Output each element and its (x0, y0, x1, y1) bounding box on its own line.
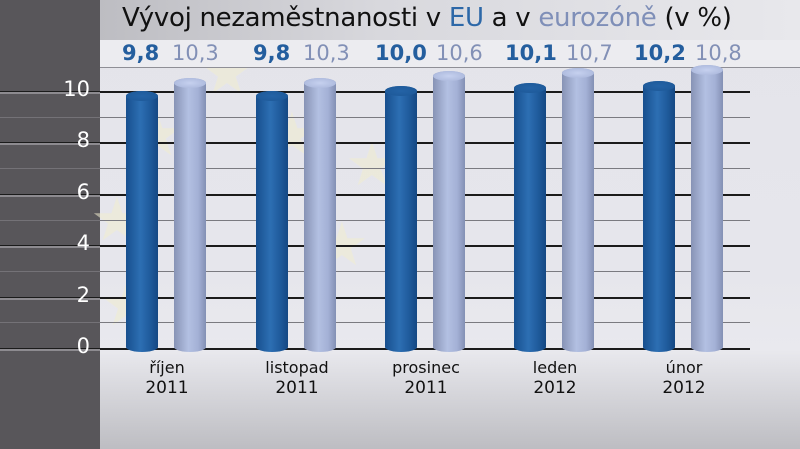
gridline-left (0, 297, 100, 300)
title-text: (v %) (656, 3, 732, 33)
x-category-label: říjen 2011 (117, 358, 217, 398)
gridline-left (0, 168, 100, 170)
y-tick-label: 4 (76, 231, 90, 256)
bar-eu (385, 86, 417, 352)
y-tick-label: 8 (76, 128, 90, 153)
category-month: listopad (265, 358, 329, 377)
value-label-eurozone: 10,7 (566, 41, 613, 65)
bar-cap (304, 78, 336, 89)
title-eurozone-legend: eurozóně (538, 3, 657, 33)
gridline-left (0, 116, 100, 118)
gridline (0, 91, 750, 94)
bar-eu (514, 83, 546, 352)
gridline-left (0, 194, 100, 197)
value-label-eu: 9,8 (122, 41, 160, 65)
bar-cap (174, 78, 206, 89)
y-tick-label: 0 (76, 334, 90, 358)
title-text: a v (483, 3, 539, 33)
bar-eurozone (691, 65, 723, 352)
gridline-left (0, 270, 100, 272)
category-year: 2012 (662, 378, 706, 398)
bar-eurozone (433, 70, 465, 352)
gridline (0, 116, 750, 118)
value-label-eu: 9,8 (253, 41, 291, 65)
x-category-label: listopad 2011 (247, 358, 347, 398)
gridline-left (0, 246, 100, 249)
value-label-eu: 10,0 (375, 41, 427, 65)
gridline (0, 168, 750, 170)
title-eu-legend: EU (448, 3, 484, 33)
value-label-eurozone: 10,6 (436, 41, 483, 65)
gridline (0, 348, 750, 351)
gridline (0, 270, 750, 272)
category-year: 2012 (533, 378, 577, 398)
bar-eu (256, 91, 288, 352)
value-label-eurozone: 10,3 (303, 41, 350, 65)
value-label-eurozone: 10,8 (695, 41, 742, 65)
bar-cap (256, 91, 288, 102)
gridline (0, 219, 750, 221)
chart-title: Vývoj nezaměstnanosti v EU a v eurozóně … (122, 3, 732, 33)
x-category-label: únor 2012 (634, 358, 734, 398)
bar-eu (126, 91, 158, 352)
gridline-left (0, 143, 100, 146)
bar-eurozone (174, 78, 206, 352)
bar-eu (643, 80, 675, 352)
value-label-eurozone: 10,3 (172, 41, 219, 65)
value-label-eu: 10,1 (505, 41, 557, 65)
bar-cap (385, 86, 417, 96)
bar-cap (643, 80, 675, 91)
title-text: Vývoj nezaměstnanosti v (122, 3, 449, 33)
gridline (0, 142, 750, 146)
bar-cap (691, 65, 723, 76)
x-category-label: prosinec 2011 (376, 358, 476, 398)
gridline-left (0, 92, 100, 94)
category-month: prosinec (392, 358, 460, 377)
gridline-left (0, 219, 100, 221)
values-row (100, 40, 800, 68)
bar-eurozone (304, 78, 336, 352)
category-month: leden (532, 358, 578, 377)
category-month: říjen (149, 358, 185, 377)
gridline (0, 296, 750, 300)
gridline (0, 193, 750, 197)
bar-eurozone (562, 68, 594, 352)
gridline (0, 245, 750, 249)
value-label-eu: 10,2 (634, 41, 686, 65)
bar-cap (562, 68, 594, 78)
gridline-left (0, 322, 100, 324)
gridline-left (0, 349, 100, 351)
bar-cap (126, 91, 158, 102)
bar-cap (433, 70, 465, 81)
y-tick-label: 6 (76, 179, 90, 204)
category-year: 2011 (145, 378, 189, 398)
title-band (100, 0, 800, 40)
x-category-label: leden 2012 (505, 358, 605, 398)
category-year: 2011 (404, 378, 448, 398)
y-tick-label: 10 (63, 77, 90, 101)
bar-cap (514, 83, 546, 94)
y-tick-label: 2 (76, 282, 90, 307)
category-month: únor (665, 358, 703, 377)
axis-panel (0, 0, 100, 449)
gridline (0, 322, 750, 324)
category-year: 2011 (275, 378, 319, 398)
